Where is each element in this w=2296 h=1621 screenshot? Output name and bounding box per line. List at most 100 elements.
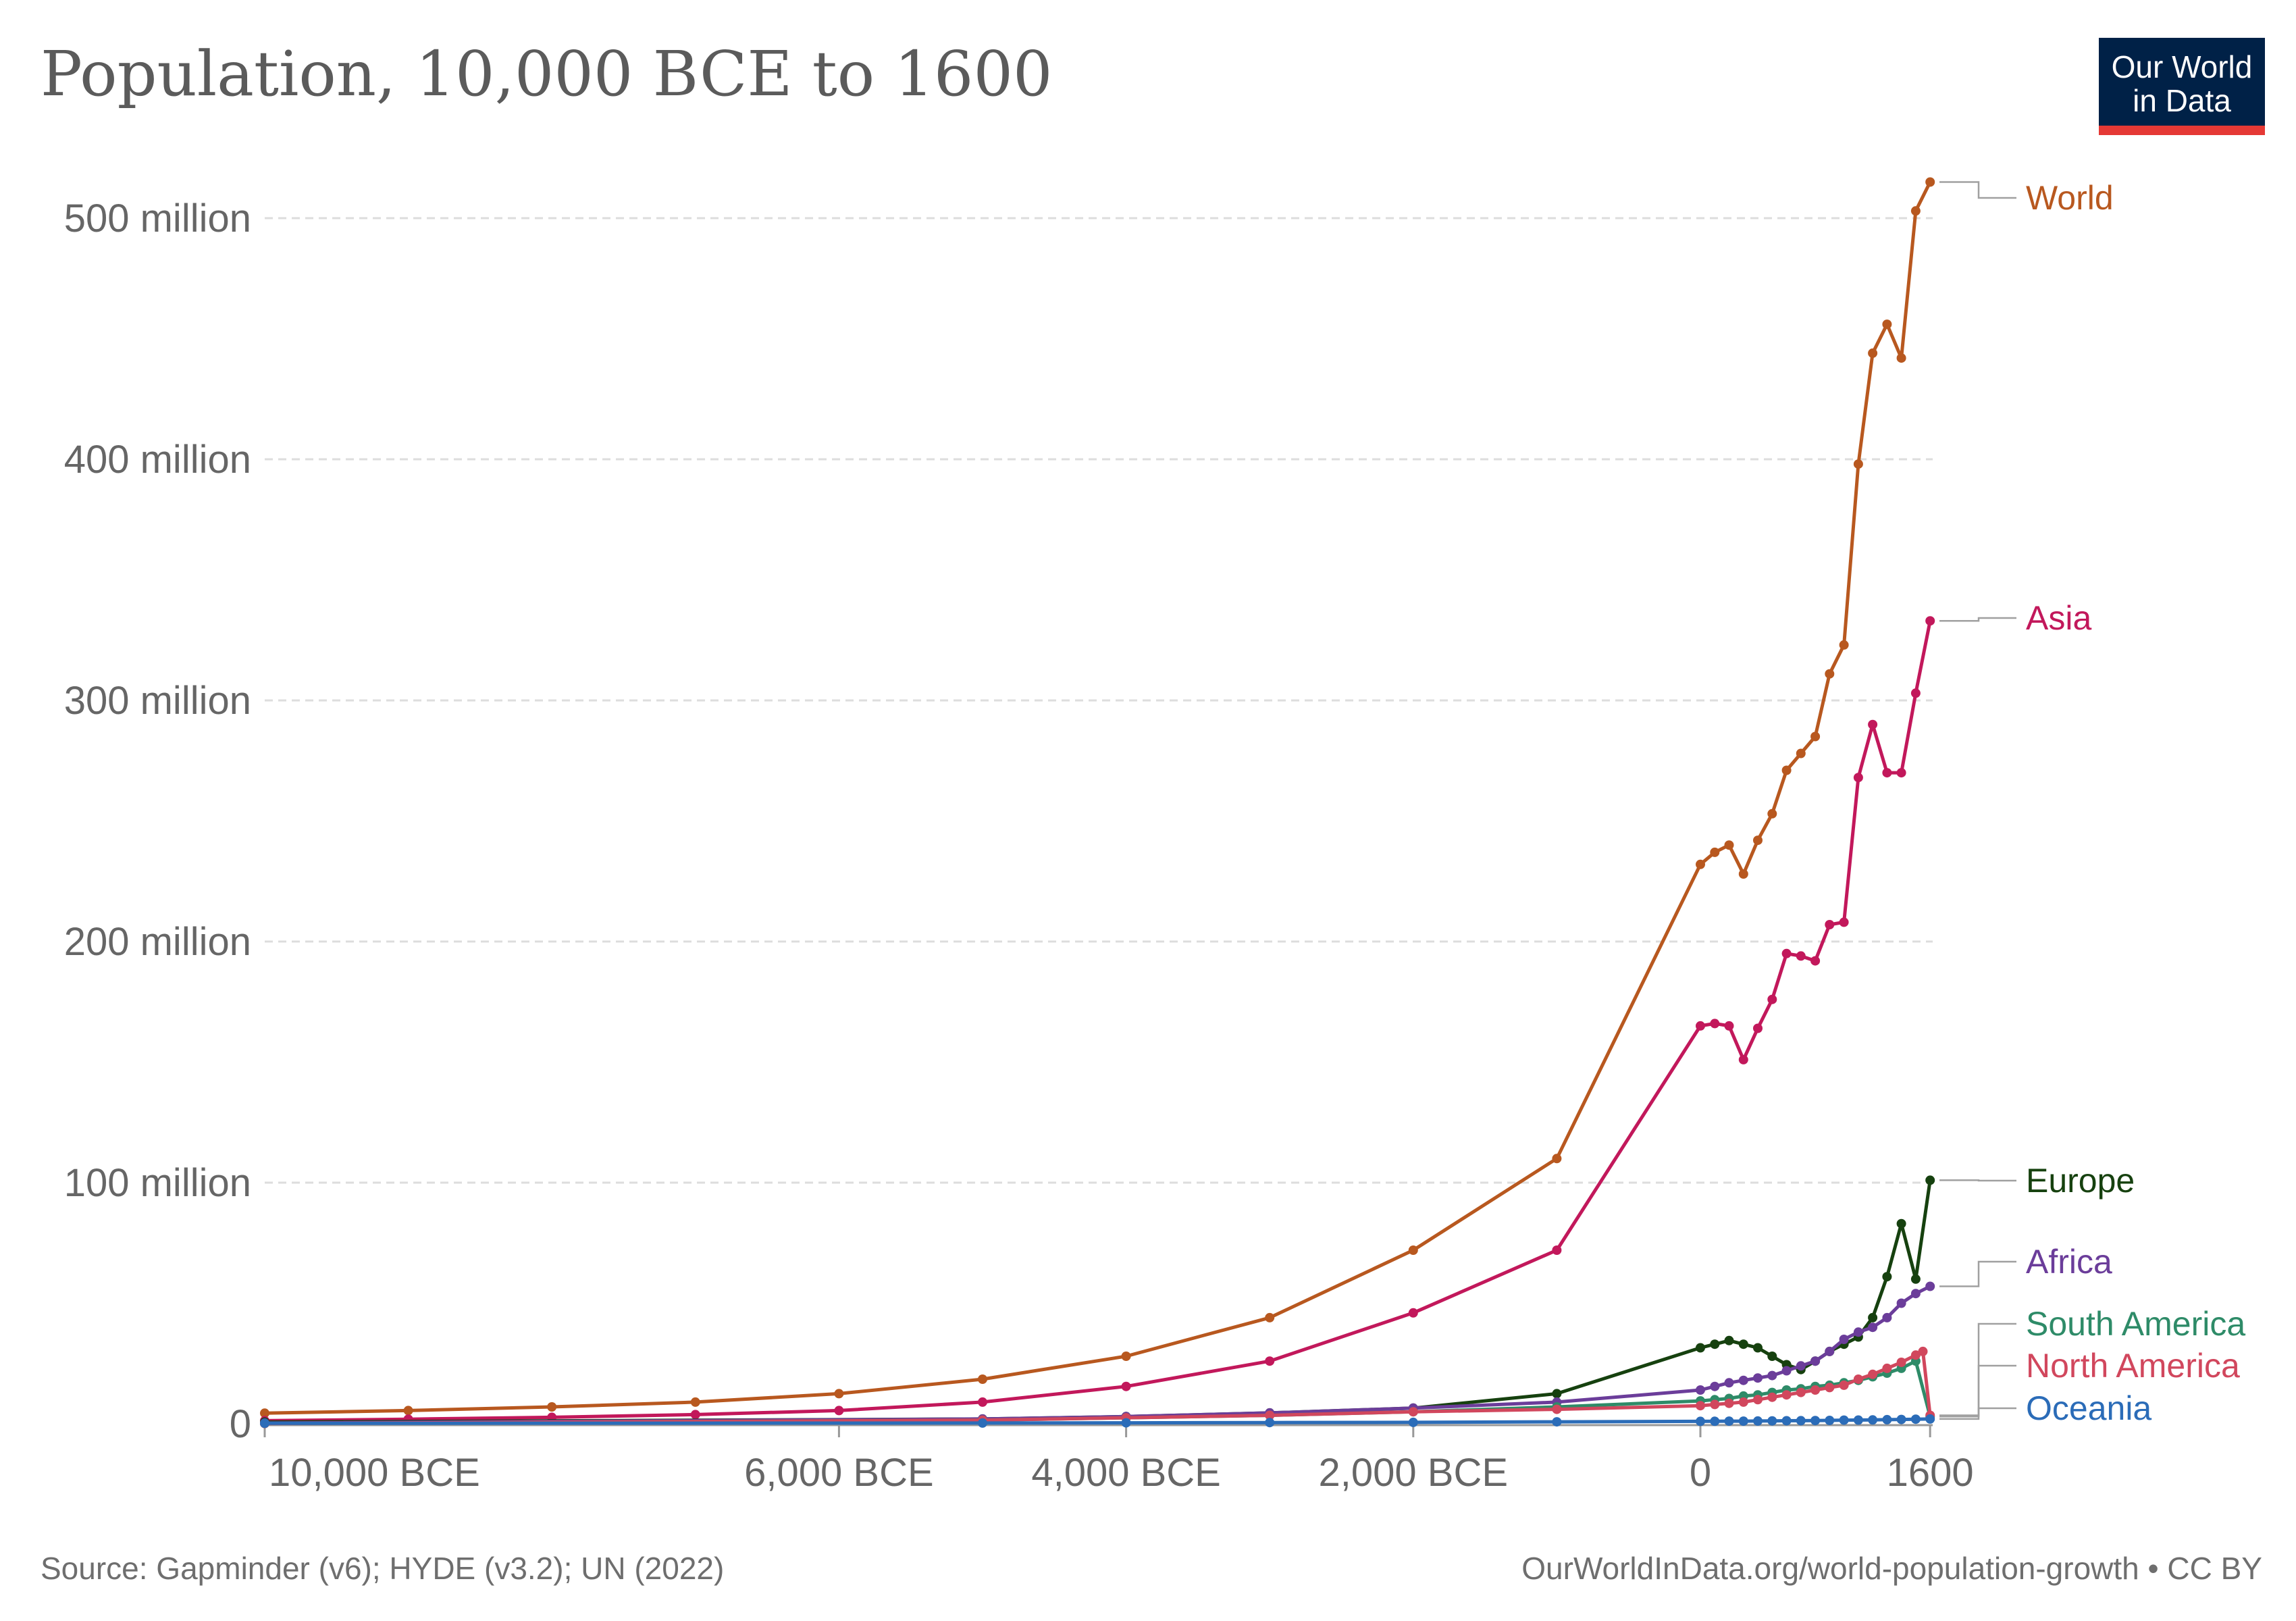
x-tick-label: 2,000 BCE [1319,1451,1509,1495]
data-point-world [1896,353,1906,363]
data-point-oceania [1853,1415,1863,1425]
data-point-north-america [1853,1374,1863,1384]
data-point-asia [834,1406,844,1416]
data-point-africa [1839,1335,1849,1344]
data-point-asia [1408,1308,1418,1318]
source-note: Source: Gapminder (v6); HYDE (v3.2); UN … [41,1551,725,1586]
data-point-asia [1910,688,1921,698]
data-point-world [1910,206,1921,216]
data-point-world [1839,640,1849,650]
data-point-world [1825,669,1835,679]
data-point-asia [1121,1381,1131,1391]
data-point-oceania [1896,1414,1906,1424]
series-line-asia [263,619,1932,1422]
y-tick-label: 0 [230,1402,251,1446]
data-point-north-america [1767,1392,1777,1402]
data-point-oceania [1265,1418,1275,1428]
data-point-asia [1868,719,1878,729]
credit-link[interactable]: OurWorldInData.org/world-population-grow… [1521,1551,2262,1586]
leader-line-africa [1939,1260,2016,1287]
data-point-oceania [1696,1416,1705,1426]
series-label-north-america: North America [2026,1347,2240,1385]
series-label-south-america: South America [2026,1305,2245,1343]
leader-line-north-america [1939,1364,2016,1416]
data-point-africa [1696,1385,1705,1395]
data-point-world [1753,835,1763,846]
data-point-europe [1868,1312,1878,1322]
data-point-africa [1810,1356,1821,1366]
series-line-world [263,180,1932,1415]
data-point-asia [1552,1245,1562,1255]
leader-line-oceania [1939,1407,2016,1420]
owid-logo[interactable]: Our World in Data [2099,38,2265,135]
data-point-oceania [1825,1416,1835,1425]
data-point-oceania [1882,1414,1892,1424]
data-point-asia [1710,1019,1720,1029]
data-point-world [690,1397,700,1407]
series-layer [260,177,1935,1429]
data-point-world [978,1374,987,1384]
data-point-north-america [1753,1395,1763,1405]
data-point-oceania [1767,1416,1777,1426]
series-oceania [260,1414,1935,1429]
data-point-africa [1781,1366,1792,1376]
data-point-world [1408,1245,1418,1255]
x-tick-label: 6,000 BCE [744,1451,934,1495]
data-point-asia [1882,768,1892,778]
leader-line-europe [1939,1179,2016,1182]
logo-line-1: Our World [2111,49,2253,84]
data-point-africa [1910,1289,1921,1299]
data-point-world [1724,840,1734,850]
data-point-asia [1925,616,1935,626]
data-point-north-america [1868,1369,1878,1379]
data-point-world [403,1406,413,1416]
data-point-north-america [1910,1350,1921,1360]
y-tick-label: 500 million [64,197,251,240]
data-point-oceania [1710,1416,1720,1426]
leader-line-asia [1939,617,2016,622]
data-point-asia [1265,1356,1275,1366]
y-tick-label: 300 million [64,679,251,723]
data-point-north-america [1408,1407,1418,1417]
data-point-asia [690,1410,700,1420]
logo-line-2: in Data [2133,83,2231,118]
data-point-north-america [1265,1410,1275,1420]
data-point-oceania [1925,1414,1935,1424]
data-point-africa [1896,1298,1906,1308]
data-point-europe [1753,1343,1763,1353]
data-point-africa [1825,1346,1835,1356]
data-point-africa [1882,1312,1892,1322]
data-point-world [1121,1352,1131,1361]
data-point-africa [1767,1370,1777,1381]
data-point-north-america [1552,1404,1562,1414]
series-label-asia: Asia [2026,599,2091,637]
data-point-oceania [1552,1417,1562,1427]
data-point-north-america [1882,1363,1892,1373]
leader-line-world [1939,181,2016,199]
data-point-north-america [1710,1399,1720,1410]
data-point-world [1696,859,1705,869]
data-point-world [1853,459,1863,469]
data-point-oceania [1810,1416,1821,1426]
data-point-africa [1738,1375,1748,1385]
y-tick-label: 200 million [64,920,251,964]
data-point-europe [1738,1339,1748,1349]
data-point-world [1552,1154,1562,1164]
data-point-world [1796,748,1806,758]
data-point-north-america [1825,1383,1835,1393]
x-tick-label: 4,000 BCE [1031,1451,1221,1495]
y-tick-label: 400 million [64,438,251,482]
data-point-world [1265,1312,1275,1322]
series-label-europe: Europe [2026,1162,2135,1200]
data-point-oceania [1121,1418,1131,1428]
data-point-world [1925,177,1935,187]
x-tick-label: 1600 [1887,1451,1974,1495]
x-tick-label: 10,000 BCE [269,1451,480,1495]
data-point-europe [1882,1272,1892,1282]
data-point-asia [1839,917,1849,927]
data-point-north-america [1781,1390,1792,1400]
data-point-asia [1767,994,1777,1004]
data-point-north-america [1839,1380,1849,1390]
series-line-europe [263,1178,1932,1424]
